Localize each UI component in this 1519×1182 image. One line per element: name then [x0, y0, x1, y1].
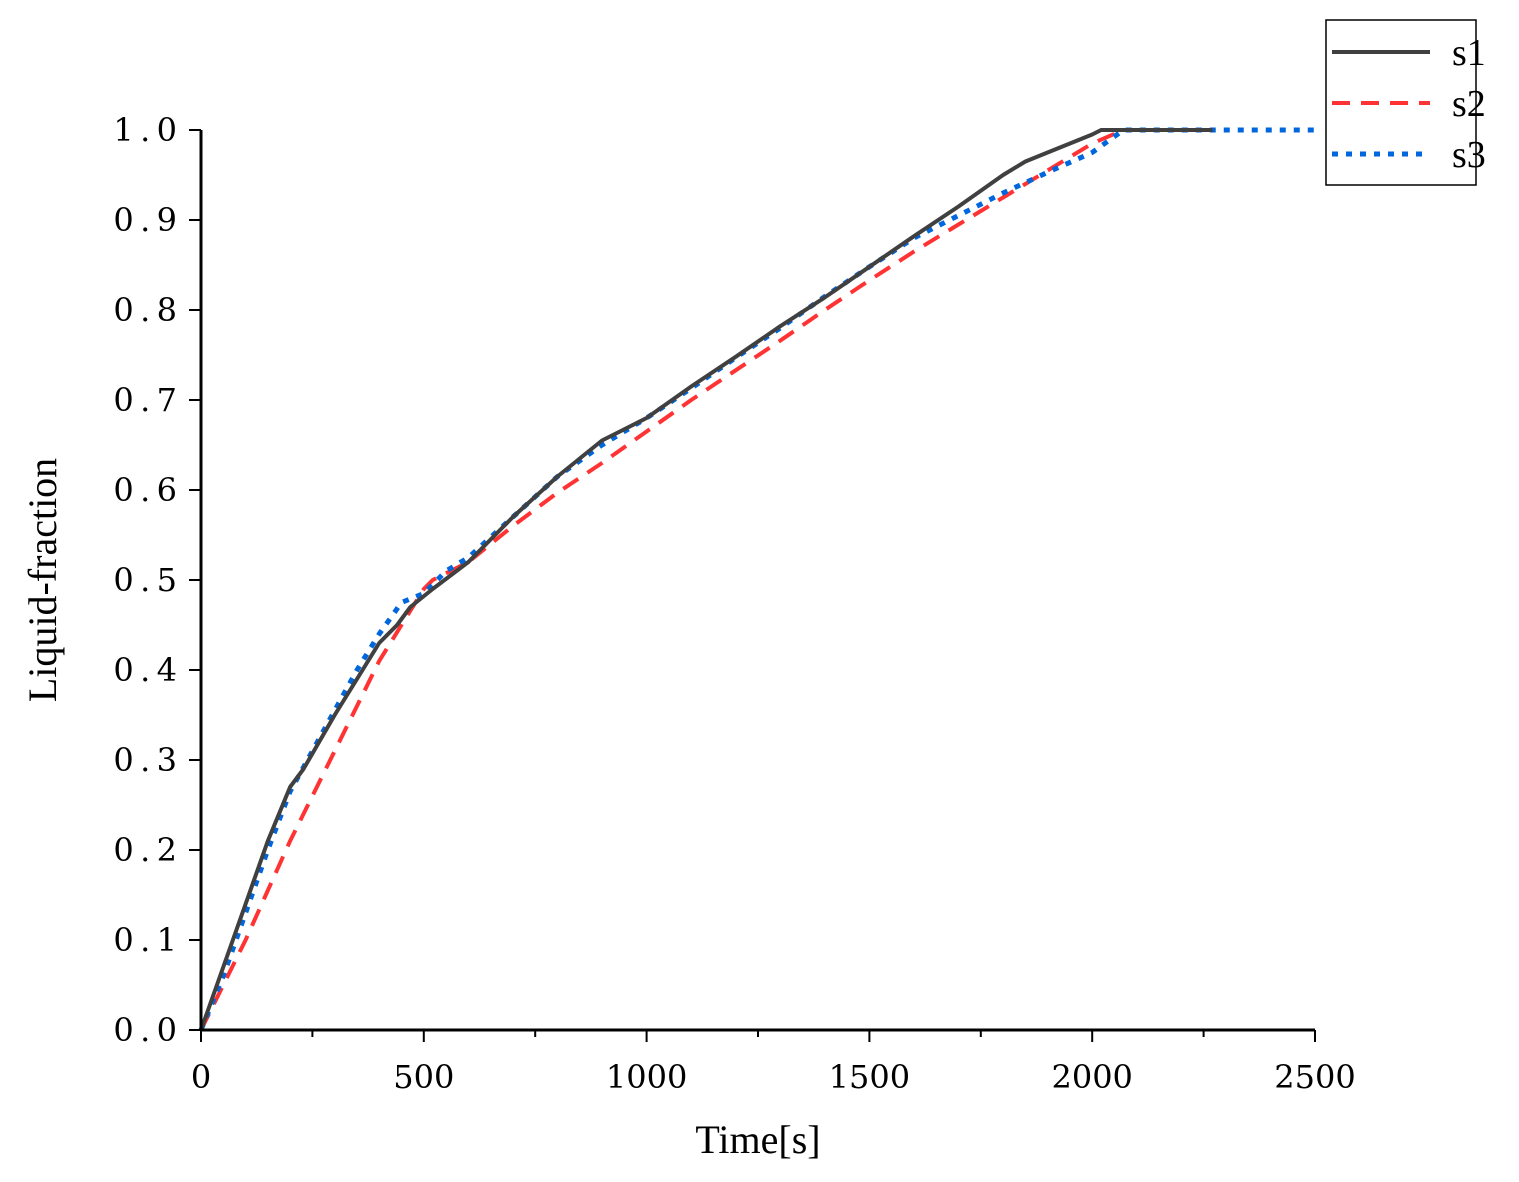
y-tick-label: 0 . 0	[113, 1011, 177, 1049]
x-tick-label: 2500	[1274, 1058, 1355, 1096]
y-tick-label: 0 . 9	[113, 201, 177, 239]
y-axis-title: Liquid-fraction	[20, 458, 65, 702]
x-tick-label: 1500	[829, 1058, 910, 1096]
y-tick-label: 0 . 8	[113, 291, 177, 329]
y-tick-label: 0 . 2	[113, 831, 177, 869]
legend-label-s2: s2	[1452, 83, 1486, 125]
series-line-s2	[199, 128, 1146, 1031]
y-tick-label: 0 . 4	[113, 651, 177, 689]
series-line-s1	[199, 128, 1213, 1031]
x-tick-label: 2000	[1051, 1058, 1132, 1096]
legend: s1 s2 s3	[1325, 19, 1486, 186]
x-tick-label: 0	[191, 1058, 211, 1096]
y-tick-label: 0 . 6	[113, 471, 177, 509]
axes	[199, 130, 1315, 1032]
x-axis-title: Time[s]	[695, 1117, 820, 1162]
x-tick-label: 500	[393, 1058, 454, 1096]
ticks: 0 500 1000 1500 2000 2500 0 . 0 0 . 1 0 . 2 0 . 3…	[113, 111, 1355, 1096]
y-tick-label: 0 . 5	[113, 561, 177, 599]
legend-label-s3: s3	[1452, 134, 1486, 176]
x-tick-label: 1000	[606, 1058, 687, 1096]
y-tick-label: 0 . 3	[113, 741, 177, 779]
y-tick-label: 0 . 1	[113, 921, 177, 959]
plot-lines	[198, 127, 1315, 1031]
series-line-s3	[198, 127, 1315, 1031]
y-tick-label: 1 . 0	[113, 111, 177, 149]
legend-label-s1: s1	[1452, 32, 1486, 74]
y-tick-label: 0 . 7	[113, 381, 177, 419]
